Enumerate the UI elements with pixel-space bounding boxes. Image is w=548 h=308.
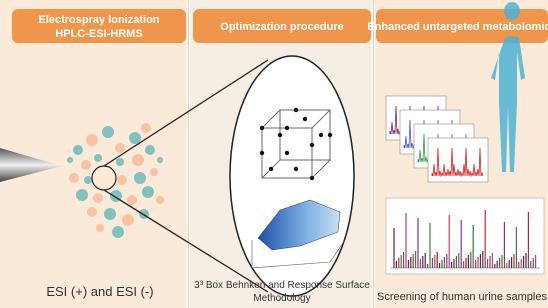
- droplet: [76, 189, 88, 201]
- droplet: [94, 154, 102, 162]
- header-title: HPLC-ESI-HRMS: [55, 28, 142, 40]
- droplet: [132, 154, 144, 166]
- droplet: [156, 196, 164, 204]
- droplet: [104, 208, 116, 220]
- design-point: [285, 151, 289, 155]
- header-title: Enhanced untargeted metabolomics: [367, 21, 548, 33]
- droplet: [142, 186, 154, 198]
- droplet: [73, 145, 83, 155]
- droplet: [150, 168, 158, 176]
- caption: Screening of human urine samples: [377, 291, 547, 303]
- design-point: [294, 167, 298, 171]
- design-point: [310, 143, 314, 147]
- droplet: [112, 226, 124, 238]
- droplet: [129, 132, 141, 144]
- droplet: [117, 175, 127, 185]
- header-title: Optimization procedure: [220, 21, 343, 33]
- caption: 3³ Box Behnken and Response Surface: [194, 280, 370, 291]
- droplet: [134, 172, 146, 184]
- droplet: [145, 145, 155, 155]
- design-point: [294, 108, 298, 112]
- droplet: [69, 173, 79, 183]
- droplet: [87, 207, 97, 217]
- design-point: [278, 133, 282, 137]
- droplet: [93, 193, 103, 203]
- zoom-ellipse: [230, 56, 354, 296]
- chromatogram-frame: [386, 198, 544, 274]
- droplet: [81, 160, 91, 170]
- droplet: [116, 158, 124, 166]
- droplet: [67, 157, 73, 163]
- droplet: [84, 176, 92, 184]
- droplet: [141, 123, 151, 133]
- droplet: [86, 134, 98, 146]
- design-point: [269, 167, 273, 171]
- design-point: [328, 133, 332, 137]
- design-point: [260, 126, 264, 130]
- droplet: [115, 143, 125, 153]
- design-point: [285, 126, 289, 130]
- design-point: [303, 117, 307, 121]
- design-point: [260, 151, 264, 155]
- caption: ESI (+) and ESI (-): [46, 284, 153, 299]
- caption: Methodology: [253, 293, 310, 304]
- panel-bg: [0, 0, 187, 308]
- design-point: [310, 176, 314, 180]
- page: Electrospray Ionization HPLC-ESI-HRMS Op…: [0, 0, 548, 308]
- droplet: [157, 157, 163, 163]
- droplet: [96, 224, 104, 232]
- droplet: [127, 195, 137, 205]
- graphical-abstract: Electrospray Ionization HPLC-ESI-HRMS Op…: [0, 0, 548, 308]
- design-point: [319, 133, 323, 137]
- header-title: Electrospray Ionization: [38, 14, 159, 26]
- droplet: [102, 126, 114, 138]
- droplet: [122, 214, 134, 226]
